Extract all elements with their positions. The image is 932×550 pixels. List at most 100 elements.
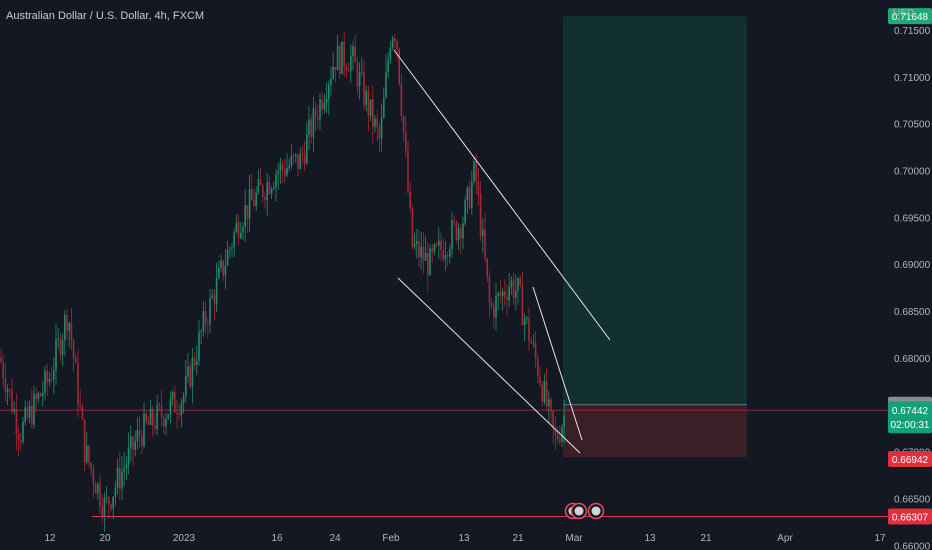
candle-body: [484, 229, 486, 259]
candle-body: [512, 280, 515, 298]
candle-body: [288, 165, 290, 168]
stop-zone: [563, 404, 747, 458]
candle-body: [57, 338, 59, 340]
candle-body: [209, 297, 211, 325]
candle-body: [218, 267, 220, 278]
candle-body: [240, 232, 242, 238]
candle-body: [510, 280, 513, 288]
event-markers[interactable]: [564, 502, 605, 520]
candle-body: [402, 116, 405, 133]
candle-body: [444, 255, 447, 260]
candle-body: [416, 241, 418, 244]
candle-body: [563, 415, 565, 427]
y-axis[interactable]: 0.660000.665000.670000.675000.680000.685…: [894, 26, 931, 550]
candle-body: [31, 405, 33, 425]
candle-body: [528, 317, 530, 342]
candle-body: [440, 240, 442, 251]
candle-body: [193, 358, 196, 365]
x-tick-label: 21: [700, 533, 712, 544]
candle-body: [475, 160, 477, 182]
candle-body: [449, 249, 451, 257]
candle-body: [191, 358, 194, 387]
candle-body: [317, 118, 319, 120]
candle-body: [53, 370, 55, 380]
candle-body: [391, 38, 394, 48]
candle-body: [457, 228, 460, 241]
candle-body: [86, 445, 88, 463]
candle-body: [28, 405, 31, 418]
candle-body: [539, 376, 541, 385]
candle-body: [110, 504, 112, 509]
candle-body: [22, 421, 24, 442]
lower-channel-trendline: [397, 277, 581, 454]
candle-body: [130, 436, 132, 448]
x-tick-label: 21: [512, 533, 524, 544]
candle-body: [105, 497, 108, 499]
candle-body: [255, 192, 257, 206]
candle-body: [119, 467, 121, 489]
candle-body: [339, 45, 341, 74]
candle-body: [94, 484, 97, 494]
candle-body: [303, 154, 306, 164]
candle-body: [537, 358, 539, 377]
trendlines[interactable]: [393, 49, 611, 454]
x-axis: 12 20 2023 16 24 Feb 13 21 Mar 13 21 Apr 17: [44, 533, 886, 544]
candle-body: [488, 276, 491, 303]
x-tick-label: 13: [644, 533, 656, 544]
candle-body: [418, 241, 420, 258]
stop-price-badge: 0.66942: [892, 455, 929, 466]
candle-body: [48, 379, 51, 383]
candle-body: [127, 447, 130, 465]
horizontal-levels[interactable]: [0, 409, 888, 518]
candle-body: [398, 48, 400, 84]
long-position-tool[interactable]: [563, 16, 747, 458]
candle-body: [152, 408, 154, 426]
candle-body: [121, 471, 123, 489]
candle-body: [420, 246, 422, 258]
candle-body: [242, 227, 244, 233]
candle-body: [387, 59, 389, 72]
candle-body: [42, 393, 44, 396]
candle-body: [312, 108, 315, 138]
candle-body: [394, 38, 396, 41]
candle-body: [453, 220, 455, 223]
candle-body: [246, 205, 249, 219]
candle-body: [508, 287, 510, 301]
candle-body: [149, 408, 152, 425]
candle-body: [233, 232, 235, 248]
candle-body: [147, 421, 150, 425]
candle-body: [174, 391, 176, 413]
low-level-badge-bg: [888, 508, 932, 525]
candle-body: [266, 181, 268, 201]
candle-body: [405, 132, 407, 151]
candle-body: [24, 407, 26, 422]
candle-body: [319, 99, 321, 120]
candle-body: [145, 413, 147, 422]
flag-fill-icon: [574, 506, 584, 516]
flag-fill-icon: [591, 506, 601, 516]
candle-body: [264, 196, 266, 201]
candle-body: [169, 399, 172, 415]
candle-body: [361, 72, 363, 74]
candle-body: [215, 277, 218, 305]
candle-body: [486, 258, 488, 277]
candle-body: [163, 417, 165, 427]
candle-body: [350, 56, 352, 72]
candle-body: [64, 314, 66, 341]
candle-body: [37, 393, 40, 400]
candle-body: [435, 244, 438, 246]
candle-body: [526, 317, 528, 319]
candle-body: [407, 150, 409, 192]
candle-body: [244, 205, 246, 228]
candle-body: [466, 187, 469, 201]
candle-body: [167, 414, 169, 419]
candle-body: [75, 358, 77, 363]
candle-body: [99, 483, 101, 507]
candle-body: [519, 278, 521, 286]
x-tick-label: 24: [329, 533, 341, 544]
candle-body: [462, 223, 464, 239]
y-tick-label: 0.68000: [894, 354, 931, 365]
candle-body: [165, 418, 167, 427]
